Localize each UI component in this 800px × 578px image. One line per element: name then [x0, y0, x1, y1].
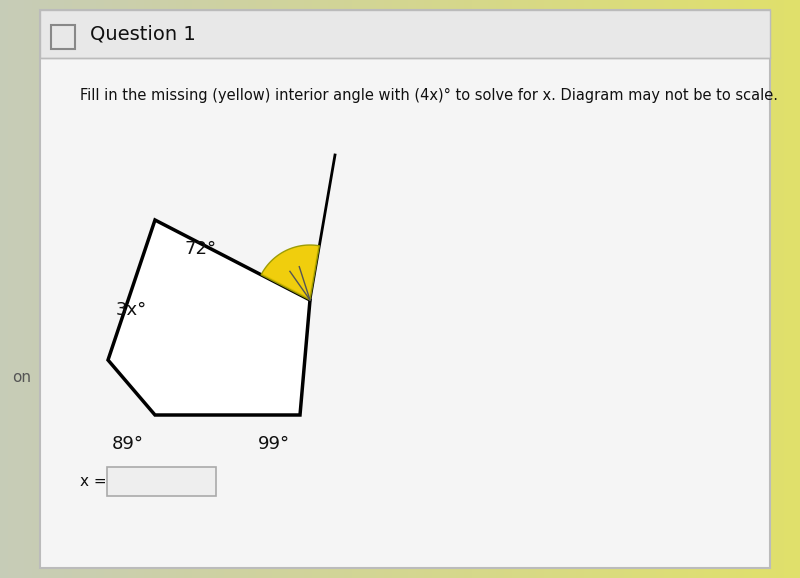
- Text: 99°: 99°: [258, 435, 290, 453]
- Polygon shape: [108, 220, 310, 415]
- Text: Fill in the missing (yellow) interior angle with (4x)° to solve for x. Diagram m: Fill in the missing (yellow) interior an…: [80, 88, 778, 103]
- Text: x =: x =: [80, 473, 106, 488]
- Text: 72°: 72°: [185, 240, 217, 258]
- FancyBboxPatch shape: [40, 10, 770, 568]
- Polygon shape: [261, 245, 319, 300]
- Bar: [40, 10, 770, 58]
- Text: on: on: [12, 370, 31, 386]
- Text: 3x°: 3x°: [116, 301, 147, 319]
- Text: Question 1: Question 1: [90, 24, 196, 43]
- Text: 89°: 89°: [112, 435, 144, 453]
- FancyBboxPatch shape: [107, 467, 216, 496]
